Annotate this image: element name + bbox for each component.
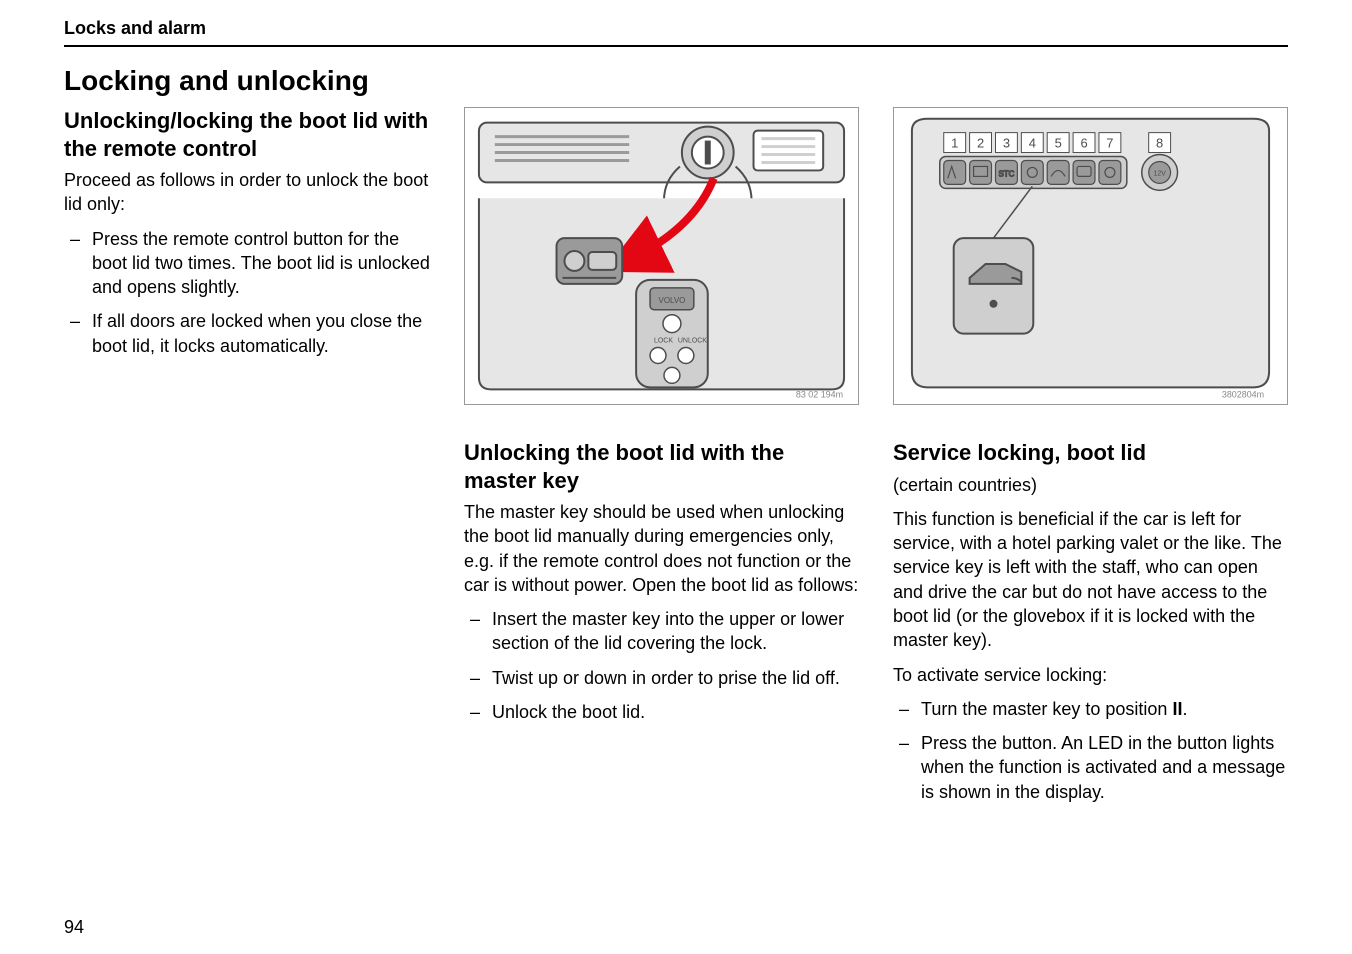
svg-text:4: 4 [1029,136,1036,151]
dashboard-buttons-illustration: 1 2 3 4 5 6 7 8 [894,108,1287,404]
col3-heading: Service locking, boot lid [893,439,1288,467]
page-number: 94 [64,917,84,938]
column-2: VOLVO LOCK UNLOCK 83 02 194m Unlocking t… [464,107,859,814]
svg-text:UNLOCK: UNLOCK [678,338,707,345]
col2-heading: Unlocking the boot lid with the master k… [464,439,859,494]
svg-text:3: 3 [1003,136,1010,151]
svg-text:7: 7 [1106,136,1113,151]
page-title: Locking and unlocking [64,65,1288,97]
list-item: If all doors are locked when you close t… [64,309,430,358]
column-1: Unlocking/locking the boot lid with the … [64,107,430,814]
list-item: Turn the master key to position II. [893,697,1288,721]
col1-intro: Proceed as follows in order to unlock th… [64,168,430,217]
col2-intro: The master key should be used when unloc… [464,500,859,597]
list-item: Unlock the boot lid. [464,700,859,724]
text: Turn the master key to position [921,699,1172,719]
list-item: Press the button. An LED in the button l… [893,731,1288,804]
svg-text:6: 6 [1080,136,1087,151]
col3-list: Turn the master key to position II. Pres… [893,697,1288,804]
svg-text:12V: 12V [1153,170,1166,177]
col1-list: Press the remote control button for the … [64,227,430,358]
list-item: Twist up or down in order to prise the l… [464,666,859,690]
svg-text:1: 1 [951,136,958,151]
col3-note: (certain countries) [893,473,1288,497]
figure-dashboard-buttons: 1 2 3 4 5 6 7 8 [893,107,1288,405]
boot-lid-key-illustration: VOLVO LOCK UNLOCK 83 02 194m [465,108,858,404]
svg-text:5: 5 [1055,136,1062,151]
figure-id-label: 83 02 194m [796,389,843,399]
col3-intro: This function is beneficial if the car i… [893,507,1288,653]
text: . [1182,699,1187,719]
col1-heading: Unlocking/locking the boot lid with the … [64,107,430,162]
svg-text:8: 8 [1156,136,1163,151]
list-item: Insert the master key into the upper or … [464,607,859,656]
section-header: Locks and alarm [64,18,1288,47]
svg-text:2: 2 [977,136,984,151]
svg-text:LOCK: LOCK [654,338,673,345]
column-3: 1 2 3 4 5 6 7 8 [893,107,1288,814]
svg-text:VOLVO: VOLVO [659,296,686,305]
figure-boot-lid-key: VOLVO LOCK UNLOCK 83 02 194m [464,107,859,405]
col2-list: Insert the master key into the upper or … [464,607,859,724]
svg-text:3802804m: 3802804m [1222,389,1264,399]
svg-text:STC: STC [998,169,1014,178]
text-bold: II [1172,699,1182,719]
col3-activate: To activate service locking: [893,663,1288,687]
list-item: Press the remote control button for the … [64,227,430,300]
